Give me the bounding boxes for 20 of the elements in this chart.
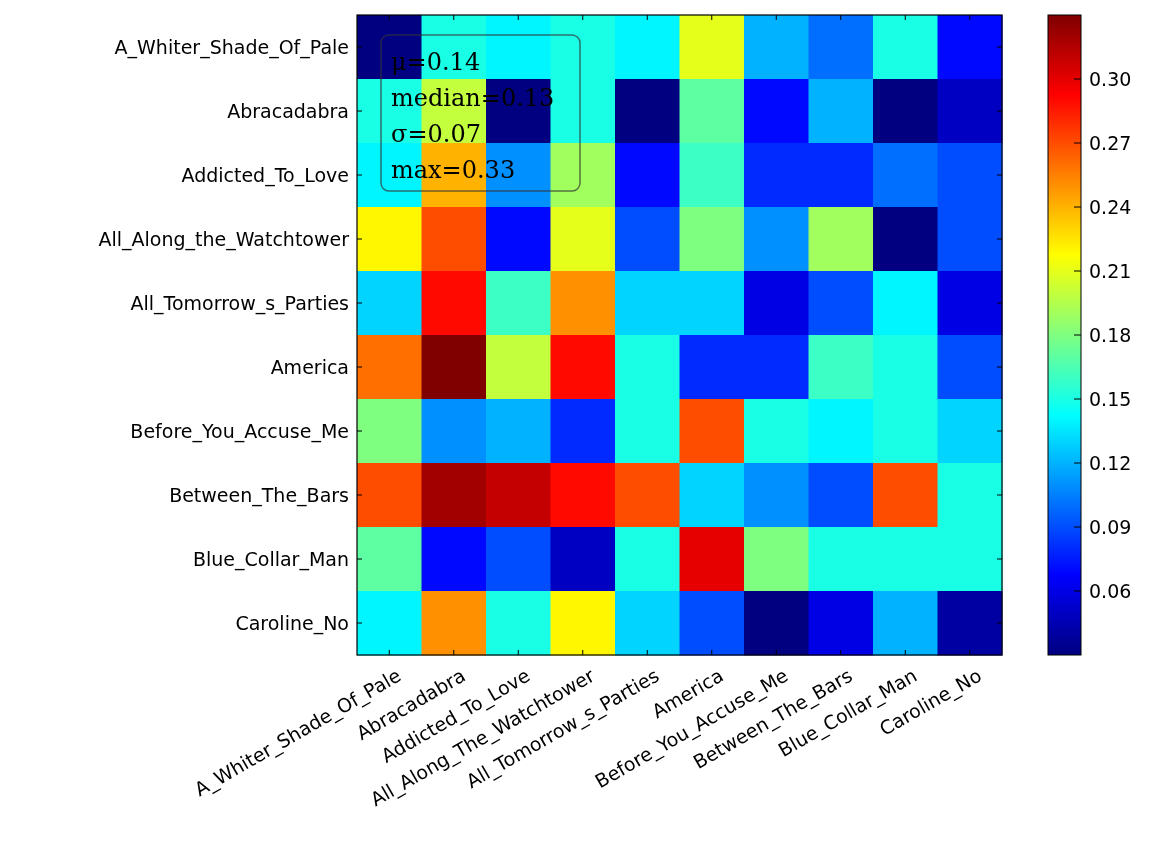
y-tick-label: Abracadabra (227, 100, 349, 122)
color-bar-label: 0.12 (1089, 452, 1132, 474)
color-bar-label: 0.21 (1089, 260, 1132, 282)
annotation: median=0.13 (391, 84, 555, 112)
color-bar-label: 0.27 (1089, 132, 1132, 154)
color-bar-label: 0.18 (1089, 324, 1132, 346)
color-bar-label: 0.30 (1089, 68, 1132, 90)
y-tick-label: A_Whiter_Shade_Of_Pale (114, 36, 349, 59)
color-bar-label: 0.15 (1089, 388, 1132, 410)
color-bar-label: 0.09 (1089, 516, 1132, 538)
y-tick-label: Before_You_Accuse_Me (130, 420, 349, 443)
y-tick-label: America (270, 356, 349, 378)
y-tick-label: Blue_Collar_Man (192, 548, 349, 571)
y-tick-label: All_Tomorrow_s_Parties (130, 292, 349, 315)
y-tick-label: Caroline_No (235, 612, 349, 635)
y-tick-label: Between_The_Bars (169, 484, 349, 507)
y-tick-label: Addicted_To_Love (181, 164, 349, 187)
color-bar-label: 0.06 (1089, 580, 1132, 602)
color-bar-label: 0.24 (1089, 196, 1132, 218)
y-tick-label: All_Along_the_Watchtower (98, 228, 350, 251)
